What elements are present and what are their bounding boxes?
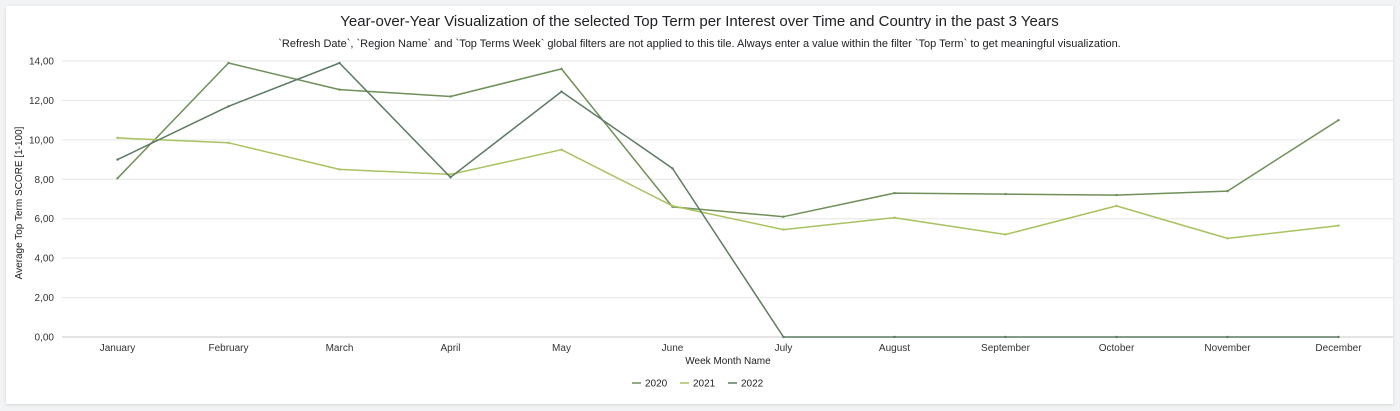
series-line-2021 (117, 137, 1339, 240)
data-point-2022 (338, 61, 341, 65)
y-axis-title: Average Top Term SCORE [1-100] (14, 126, 25, 279)
data-point-2020 (1226, 189, 1229, 193)
x-tick-label: March (326, 343, 354, 354)
data-point-2022 (116, 158, 119, 161)
data-point-2020 (338, 88, 341, 91)
data-point-2022 (449, 176, 452, 179)
x-tick-label: December (1315, 343, 1362, 354)
x-axis-ticks: January February March April May June July Augu… (100, 343, 1363, 354)
data-point-2021 (449, 173, 452, 176)
data-point-2021 (893, 216, 896, 219)
data-point-2021 (227, 141, 230, 145)
y-tick-label: 4,00 (35, 254, 55, 265)
data-point-2022 (227, 105, 230, 108)
data-point-2021 (116, 136, 119, 140)
data-point-2022 (1337, 335, 1340, 339)
y-tick-label: 2,00 (35, 293, 55, 304)
data-point-2020 (1337, 118, 1340, 122)
y-tick-label: 6,00 (35, 214, 55, 225)
data-point-2021 (1004, 233, 1007, 236)
data-point-2020 (227, 61, 230, 65)
x-tick-label: June (662, 343, 684, 354)
y-tick-label: 12,00 (29, 96, 54, 107)
data-point-2021 (1337, 224, 1340, 227)
x-tick-label: November (1204, 343, 1251, 354)
legend-label-2020: 2020 (645, 379, 668, 390)
x-tick-label: February (208, 343, 248, 354)
y-tick-label: 10,00 (29, 135, 54, 146)
legend-label-2021: 2021 (693, 379, 716, 390)
data-point-2021 (1226, 237, 1229, 240)
x-tick-label: September (981, 343, 1031, 354)
y-tick-label: 0,00 (35, 333, 55, 344)
data-point-2020 (449, 95, 452, 98)
gridlines (62, 60, 1393, 338)
y-axis-ticks: 0,00 2,00 4,00 6,00 8,00 10,00 12,00 14,00 (29, 57, 54, 344)
x-tick-label: April (440, 343, 460, 354)
data-point-2022 (893, 335, 896, 339)
data-point-2021 (782, 228, 785, 231)
data-point-2022 (1226, 335, 1229, 339)
series-line-2022 (117, 62, 1339, 338)
data-point-2020 (116, 177, 119, 180)
series-line-2020 (116, 62, 1339, 218)
x-tick-label: July (775, 343, 793, 354)
chart-subtitle: `Refresh Date`, `Region Name` and `Top T… (278, 38, 1121, 50)
data-point-2022 (1115, 335, 1118, 339)
data-point-2020 (1115, 193, 1118, 197)
y-tick-label: 8,00 (35, 175, 55, 186)
data-point-2020 (560, 67, 563, 71)
data-point-2022 (671, 167, 674, 170)
legend: 2020 2021 2022 (632, 379, 764, 390)
data-point-2021 (560, 148, 563, 151)
legend-label-2022: 2022 (741, 379, 764, 390)
y-tick-label: 14,00 (29, 57, 54, 68)
x-tick-label: October (1099, 343, 1135, 354)
chart-tile: Year-over-Year Visualization of the sele… (6, 6, 1393, 404)
data-point-2021 (338, 168, 341, 171)
data-point-2021 (671, 204, 674, 208)
chart-title: Year-over-Year Visualization of the sele… (340, 13, 1059, 30)
data-point-2020 (1004, 192, 1007, 196)
line-chart: 0,00 2,00 4,00 6,00 8,00 10,00 12,00 14,00 Janu… (14, 57, 1393, 390)
data-point-2020 (893, 191, 896, 195)
data-point-2020 (782, 215, 785, 218)
data-point-2021 (1115, 204, 1118, 208)
data-point-2022 (560, 90, 563, 93)
series-lines (116, 61, 1340, 339)
x-tick-label: January (100, 343, 136, 354)
data-point-2022 (1004, 335, 1007, 339)
x-tick-label: August (879, 343, 910, 354)
data-point-2022 (782, 335, 785, 339)
x-axis-title: Week Month Name (685, 356, 771, 367)
x-tick-label: May (552, 343, 571, 354)
